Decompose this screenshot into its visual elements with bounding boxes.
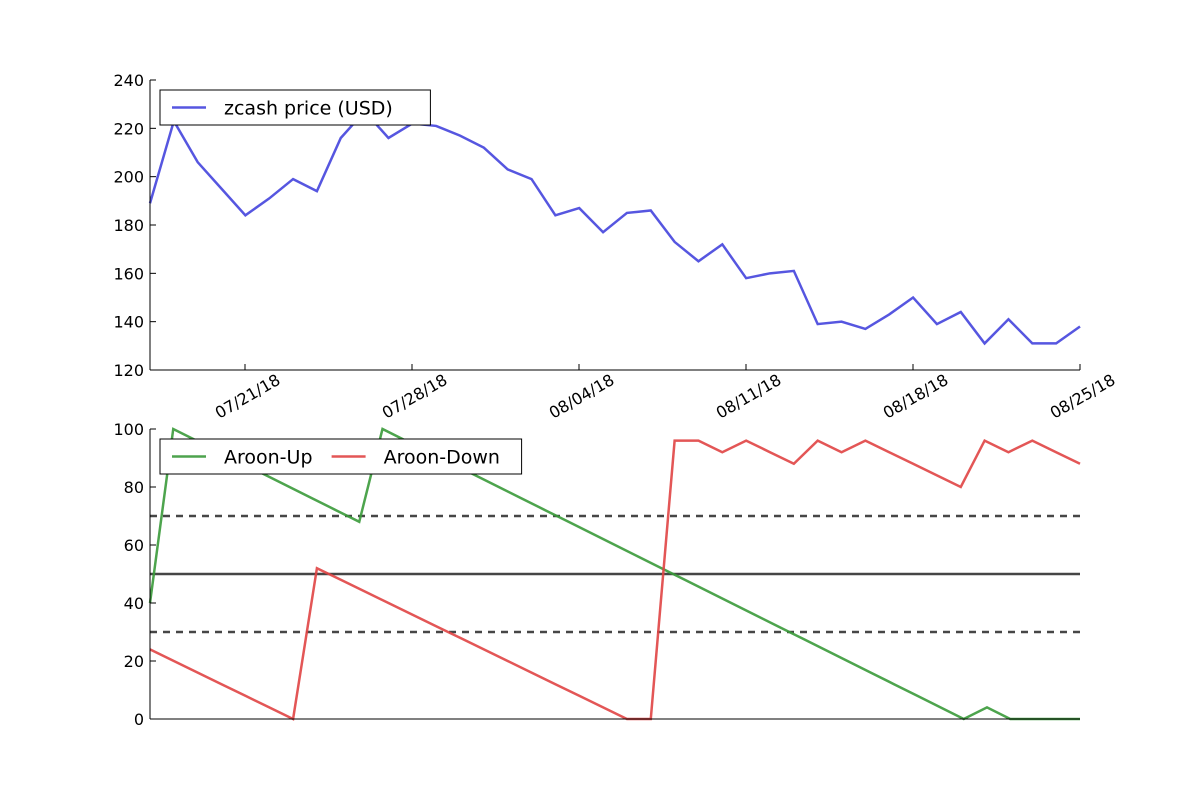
legend-label: zcash price (USD) (224, 98, 393, 120)
panel-1 (148, 427, 1081, 721)
x-tick-label: 08/04/18 (546, 370, 618, 422)
x-tick-label: 07/21/18 (212, 370, 284, 422)
y-tick-label: 220 (113, 119, 144, 138)
y-tick-label: 180 (113, 216, 144, 235)
y-tick-label: 160 (113, 264, 144, 283)
y-tick-label: 20 (124, 652, 144, 671)
legend-label: Aroon-Up (224, 447, 313, 469)
x-tick-label: 08/18/18 (880, 370, 952, 422)
y-tick-label: 200 (113, 168, 144, 187)
y-tick-label: 40 (124, 594, 144, 613)
y-tick-label: 60 (124, 536, 144, 555)
legend (159, 438, 523, 475)
y-tick-label: 80 (124, 478, 144, 497)
legend-label: Aroon-Down (384, 447, 500, 469)
series-line-aroon-down (149, 438, 1081, 721)
y-tick-label: 240 (113, 71, 144, 90)
y-tick-label: 120 (113, 361, 144, 380)
y-tick-label: 140 (113, 313, 144, 332)
x-tick-label: 08/25/18 (1047, 370, 1119, 422)
y-tick-label: 100 (113, 420, 144, 439)
y-tick-label: 0 (134, 710, 144, 729)
series-line-zcash-price-usd- (148, 109, 1081, 346)
panel-0 (148, 79, 1081, 371)
series-line-aroon-up (148, 427, 1080, 721)
x-tick-label: 07/28/18 (379, 370, 451, 422)
legend (159, 89, 431, 126)
x-tick-label: 08/11/18 (713, 370, 785, 422)
legend-box (159, 438, 523, 475)
